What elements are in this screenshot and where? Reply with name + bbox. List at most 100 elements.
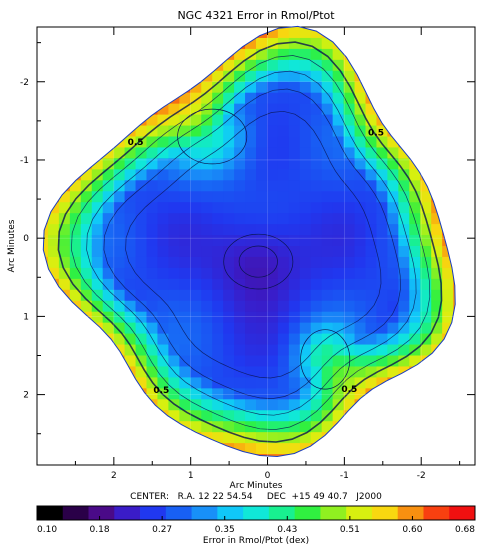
- map-cell: [376, 454, 388, 457]
- map-cell: [102, 355, 115, 368]
- map-cell: [365, 410, 378, 422]
- map-cell: [332, 136, 345, 149]
- map-cell: [431, 399, 443, 411]
- map-cell: [234, 246, 246, 258]
- map-cell: [47, 267, 60, 280]
- map-cell: [256, 59, 268, 72]
- map-cell: [245, 103, 257, 116]
- map-cell: [201, 224, 213, 236]
- map-cell: [288, 70, 301, 83]
- map-cell: [288, 454, 301, 457]
- map-cell: [135, 235, 148, 247]
- map-cell: [409, 27, 421, 39]
- map-cell: [91, 333, 104, 346]
- map-cell: [113, 377, 126, 389]
- map-cell: [135, 213, 148, 225]
- map-cell: [464, 115, 476, 127]
- map-cell: [135, 410, 148, 422]
- map-cell: [310, 311, 323, 324]
- map-cell: [464, 82, 476, 94]
- map-cell: [124, 103, 137, 116]
- map-cell: [91, 300, 104, 313]
- map-cell: [453, 27, 456, 39]
- map-cell: [431, 443, 443, 455]
- x-axis-label: Arc Minutes: [230, 481, 283, 491]
- map-cell: [464, 366, 476, 378]
- map-cell: [277, 202, 290, 214]
- map-cell: [113, 278, 126, 291]
- map-cell: [365, 103, 378, 116]
- map-cell: [420, 70, 432, 83]
- map-cell: [58, 267, 71, 280]
- map-cell: [453, 289, 456, 302]
- map-cell: [332, 191, 345, 203]
- map-cell: [354, 224, 367, 236]
- map-cell: [43, 322, 49, 335]
- map-cell: [431, 70, 443, 83]
- map-cell: [157, 37, 169, 50]
- map-cell: [80, 300, 93, 313]
- map-cell: [179, 37, 191, 50]
- map-cell: [223, 388, 235, 400]
- map-cell: [453, 235, 456, 247]
- map-cell: [256, 410, 268, 422]
- map-cell: [420, 125, 432, 138]
- map-cell: [80, 191, 93, 203]
- map-cell: [387, 103, 399, 116]
- map-cell: [135, 59, 148, 72]
- map-cell: [321, 81, 334, 94]
- map-cell: [420, 289, 432, 302]
- map-cell: [124, 92, 137, 105]
- map-cell: [223, 202, 235, 214]
- map-cell: [256, 213, 268, 225]
- map-cell: [135, 147, 148, 159]
- map-cell: [179, 92, 191, 105]
- map-cell: [431, 48, 443, 61]
- map-cell: [420, 399, 432, 411]
- map-cell: [310, 421, 323, 433]
- map-cell: [58, 48, 71, 61]
- map-cell: [453, 37, 456, 50]
- map-cell: [223, 421, 235, 433]
- map-cell: [91, 267, 104, 280]
- map-cell: [201, 136, 213, 149]
- map-cell: [420, 278, 432, 291]
- map-cell: [277, 388, 290, 400]
- map-cell: [365, 37, 378, 50]
- map-cell: [80, 333, 93, 346]
- map-cell: [256, 399, 268, 411]
- map-cell: [157, 432, 169, 444]
- map-cell: [332, 114, 345, 127]
- map-cell: [442, 81, 454, 94]
- map-cell: [266, 180, 279, 192]
- map-cell: [277, 158, 290, 170]
- map-cell: [409, 70, 421, 83]
- map-cell: [442, 59, 454, 72]
- colorbar-segment: [88, 506, 115, 520]
- map-cell: [168, 191, 180, 203]
- map-cell: [157, 224, 169, 236]
- map-cell: [288, 355, 301, 368]
- map-cell: [190, 48, 202, 61]
- map-cell: [58, 311, 71, 324]
- map-cell: [266, 27, 279, 39]
- map-cell: [277, 421, 290, 433]
- map-cell: [135, 432, 148, 444]
- map-cell: [354, 202, 367, 214]
- map-cell: [113, 125, 126, 138]
- map-cell: [168, 48, 180, 61]
- map-cell: [245, 454, 257, 457]
- map-cell: [420, 300, 432, 313]
- map-cell: [256, 92, 268, 105]
- map-cell: [376, 27, 388, 39]
- map-cell: [190, 213, 202, 225]
- map-cell: [124, 213, 137, 225]
- map-cell: [398, 213, 410, 225]
- map-cell: [135, 443, 148, 455]
- map-cell: [234, 355, 246, 368]
- map-cell: [135, 169, 148, 181]
- map-cell: [431, 344, 443, 357]
- map-cell: [387, 114, 399, 127]
- map-cell: [365, 300, 378, 313]
- map-cell: [288, 224, 301, 236]
